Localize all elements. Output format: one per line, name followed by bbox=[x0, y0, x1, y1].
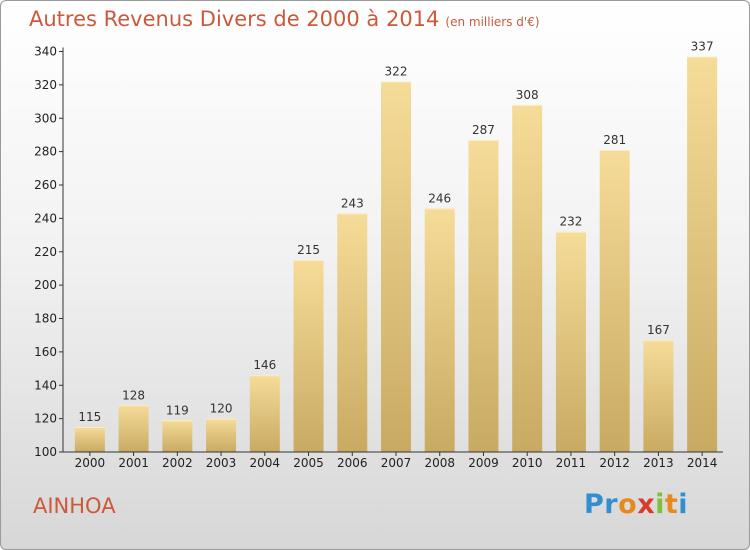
y-tick-label: 280 bbox=[34, 145, 57, 159]
proxiti-logo: Proxiti bbox=[584, 489, 688, 520]
bar-rect bbox=[643, 340, 674, 452]
commune-name: AINHOA bbox=[33, 494, 116, 518]
bar-rect bbox=[512, 104, 543, 453]
logo-letter: x bbox=[637, 489, 656, 520]
y-tick-label: 180 bbox=[34, 312, 57, 326]
bar-2009: 287 bbox=[468, 123, 499, 452]
bar-rect bbox=[249, 375, 280, 452]
bar-value-label: 232 bbox=[559, 215, 582, 229]
bar-value-label: 128 bbox=[122, 388, 145, 402]
bar-rect bbox=[687, 56, 718, 452]
bar-rect bbox=[74, 426, 105, 452]
bar-2003: 120 bbox=[206, 402, 237, 452]
y-tick-label: 220 bbox=[34, 245, 57, 259]
y-axis: 100 120 140 160 180 200 220 240 260 280 300 320 340 bbox=[34, 45, 64, 459]
bar-value-label: 120 bbox=[210, 402, 233, 416]
y-tick-label: 340 bbox=[34, 45, 57, 59]
bar-rect bbox=[293, 260, 324, 452]
bar-rect bbox=[162, 420, 193, 452]
bar-value-label: 167 bbox=[647, 323, 670, 337]
logo-letter: t bbox=[664, 489, 679, 520]
bar-2013: 167 bbox=[643, 323, 674, 452]
logo-letter: P bbox=[584, 489, 605, 520]
x-tick-label: 2007 bbox=[381, 456, 412, 470]
y-tick-label: 100 bbox=[34, 445, 57, 459]
x-tick-label: 2014 bbox=[687, 456, 718, 470]
x-tick-label: 2010 bbox=[512, 456, 543, 470]
x-tick-label: 2008 bbox=[424, 456, 455, 470]
title-text: Autres Revenus Divers de 2000 à 2014 bbox=[29, 7, 440, 31]
bar-value-label: 337 bbox=[691, 40, 714, 54]
y-tick-label: 160 bbox=[34, 345, 57, 359]
x-tick-label: 2012 bbox=[599, 456, 630, 470]
bar-value-label: 119 bbox=[166, 403, 189, 417]
logo-letter: i bbox=[655, 489, 665, 520]
bar-rect bbox=[206, 418, 237, 452]
x-tick-label: 2000 bbox=[75, 456, 106, 470]
bar-value-label: 287 bbox=[472, 123, 495, 137]
x-tick-label: 2005 bbox=[293, 456, 324, 470]
y-tick-label: 120 bbox=[34, 412, 57, 426]
x-tick-label: 2004 bbox=[250, 456, 281, 470]
bar-value-label: 281 bbox=[603, 133, 626, 147]
title-unit: (en milliers d'€) bbox=[445, 15, 540, 29]
bar-value-label: 246 bbox=[428, 191, 451, 205]
logo-letter: o bbox=[618, 489, 638, 520]
y-tick-label: 260 bbox=[34, 178, 57, 192]
x-tick-label: 2013 bbox=[643, 456, 674, 470]
bar-2006: 243 bbox=[337, 196, 368, 452]
y-tick-label: 300 bbox=[34, 111, 57, 125]
bar-2011: 232 bbox=[555, 215, 586, 452]
bar-value-label: 115 bbox=[78, 410, 101, 424]
x-axis: 2000 2001 2002 2003 2004 2005 2006 2007 2008 2009… bbox=[63, 451, 723, 470]
x-tick-label: 2003 bbox=[206, 456, 237, 470]
y-tick-label: 320 bbox=[34, 78, 57, 92]
bar-2012: 281 bbox=[599, 133, 630, 453]
bar-2007: 322 bbox=[381, 65, 411, 452]
bar-2005: 215 bbox=[293, 243, 324, 452]
x-tick-label: 2006 bbox=[337, 456, 368, 470]
bar-rect bbox=[468, 139, 499, 452]
chart-title: Autres Revenus Divers de 2000 à 2014 (en … bbox=[29, 7, 540, 31]
bar-rect bbox=[555, 231, 586, 452]
x-tick-label: 2009 bbox=[468, 456, 499, 470]
bar-2008: 246 bbox=[424, 191, 455, 452]
x-tick-label: 2001 bbox=[118, 456, 149, 470]
bar-rect bbox=[118, 405, 149, 452]
x-tick-label: 2011 bbox=[556, 456, 587, 470]
bar-rect bbox=[599, 149, 630, 453]
bar-2004: 146 bbox=[249, 358, 280, 452]
bar-value-label: 322 bbox=[385, 65, 408, 79]
bar-rect bbox=[424, 208, 455, 452]
bar-rect bbox=[337, 213, 368, 452]
y-tick-label: 140 bbox=[34, 378, 57, 392]
bar-2014: 337 bbox=[687, 40, 718, 452]
logo-letter: r bbox=[604, 489, 619, 520]
bar-2001: 128 bbox=[118, 388, 149, 452]
y-tick-label: 200 bbox=[34, 278, 57, 292]
bars: 115 128 119 120 146 215 243 322 246 287 308 232 281 1… bbox=[74, 40, 718, 453]
bar-2000: 115 bbox=[74, 410, 105, 452]
bar-value-label: 215 bbox=[297, 243, 320, 257]
bar-value-label: 308 bbox=[516, 88, 539, 102]
bar-2002: 119 bbox=[162, 403, 193, 452]
bar-value-label: 146 bbox=[253, 358, 276, 372]
x-tick-label: 2002 bbox=[162, 456, 193, 470]
bar-rect bbox=[381, 81, 411, 452]
logo-letter: i bbox=[678, 489, 689, 520]
bar-2010: 308 bbox=[512, 88, 543, 453]
y-tick-label: 240 bbox=[34, 211, 57, 225]
bar-value-label: 243 bbox=[341, 196, 364, 210]
